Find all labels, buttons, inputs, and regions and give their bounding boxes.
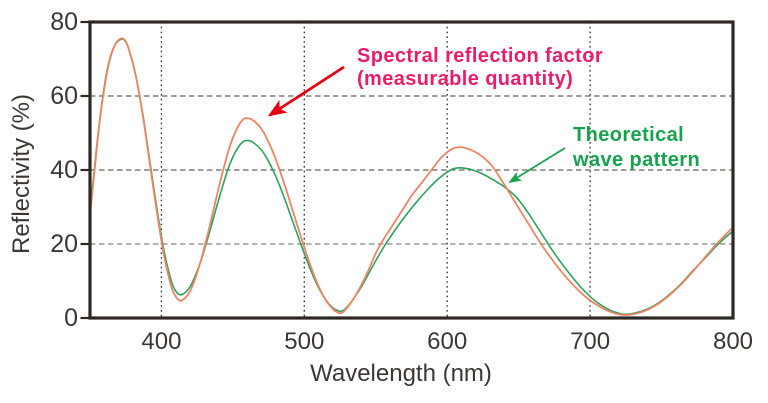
green-arrow (508, 147, 566, 183)
curves (89, 37, 734, 316)
x-axis-title: Wavelength (nm) (310, 360, 492, 387)
y-tick-label: 20 (50, 230, 78, 258)
measured-curve (89, 37, 734, 316)
red-arrow (267, 65, 345, 117)
x-tick-label: 500 (284, 328, 324, 355)
plot-border (88, 20, 735, 320)
annotation-theoretical: Theoretical wave pattern (508, 124, 700, 183)
y-tick-label: 0 (64, 304, 78, 332)
measured-annotation-line1: Spectral reflection factor (357, 45, 603, 67)
x-tick-label: 800 (713, 328, 753, 355)
gridlines (90, 22, 733, 318)
y-tick-label: 80 (50, 8, 78, 36)
x-tick-label: 400 (141, 328, 181, 355)
theoretical-annotation-line2: wave pattern (572, 149, 700, 171)
x-tick-label: 700 (570, 328, 610, 355)
y-tick-label: 60 (50, 82, 78, 110)
axes: 0 20 40 60 80 400 500 600 700 800 (50, 8, 753, 355)
y-tick-label: 40 (50, 156, 78, 184)
y-axis-title: Reflectivity (%) (8, 94, 35, 254)
measured-annotation-line2: (measurable quantity) (357, 68, 573, 90)
theoretical-annotation-line1: Theoretical (573, 124, 684, 146)
annotation-measured: Spectral reflection factor (measurable q… (267, 45, 603, 117)
x-tick-label: 600 (427, 328, 467, 355)
